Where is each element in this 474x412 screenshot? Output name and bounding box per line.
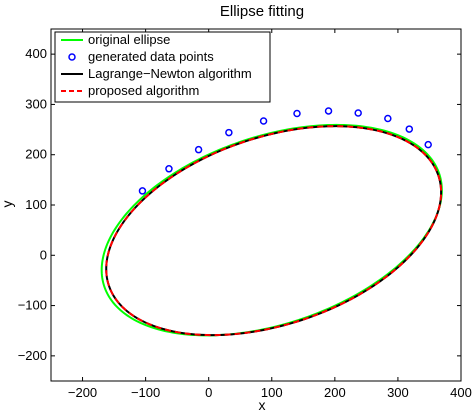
x-tick-label-6: 400 — [450, 385, 472, 400]
data-point-6 — [324, 107, 333, 115]
data-point-8 — [384, 114, 392, 123]
data-point-1 — [165, 165, 173, 173]
y-tick-label-1: −100 — [18, 298, 47, 313]
y-axis-ticks: −200 −100 0 100 200 300 400 — [18, 46, 461, 363]
legend-swatch-data-points — [68, 53, 76, 61]
x-axis-label: x — [259, 397, 266, 412]
plot-area — [100, 107, 443, 337]
data-point-layer — [138, 107, 432, 195]
data-point-7 — [354, 109, 362, 117]
y-tick-label-0: −200 — [18, 348, 47, 363]
x-tick-label-0: −200 — [68, 385, 97, 400]
data-point-10 — [424, 140, 432, 149]
data-point-0 — [138, 187, 147, 195]
y-tick-label-3: 100 — [25, 197, 47, 212]
legend-label-data-points: generated data points — [88, 49, 214, 64]
y-tick-label-5: 300 — [25, 96, 47, 111]
data-point-4 — [259, 117, 268, 125]
series-curve-0 — [100, 123, 443, 337]
x-tick-label-3: 100 — [261, 385, 283, 400]
x-tick-label-2: 0 — [205, 385, 212, 400]
chart-title: Ellipse fitting — [220, 3, 304, 20]
x-tick-label-1: −100 — [131, 385, 160, 400]
legend-label-proposed-algorithm: proposed algorithm — [88, 83, 199, 98]
series-curve-2 — [105, 125, 443, 337]
y-axis-label: y — [0, 201, 15, 208]
y-tick-label-6: 400 — [25, 46, 47, 61]
x-tick-label-4: 200 — [324, 385, 346, 400]
legend: original ellipse generated data points L… — [54, 31, 271, 103]
legend-label-lagrange-newton: Lagrange−Newton algorithm — [88, 66, 252, 81]
x-axis-ticks: −200 −100 0 100 200 300 400 — [68, 29, 472, 400]
legend-box — [54, 31, 271, 103]
y-tick-label-2: 0 — [40, 247, 47, 262]
legend-label-original-ellipse: original ellipse — [88, 32, 170, 47]
data-point-3 — [225, 128, 233, 137]
data-point-2 — [194, 145, 203, 154]
x-tick-label-5: 300 — [387, 385, 409, 400]
series-curve-3 — [105, 125, 443, 337]
data-point-5 — [293, 109, 301, 118]
y-tick-label-4: 200 — [25, 147, 47, 162]
data-point-9 — [405, 125, 414, 133]
curve-layer — [100, 123, 443, 337]
